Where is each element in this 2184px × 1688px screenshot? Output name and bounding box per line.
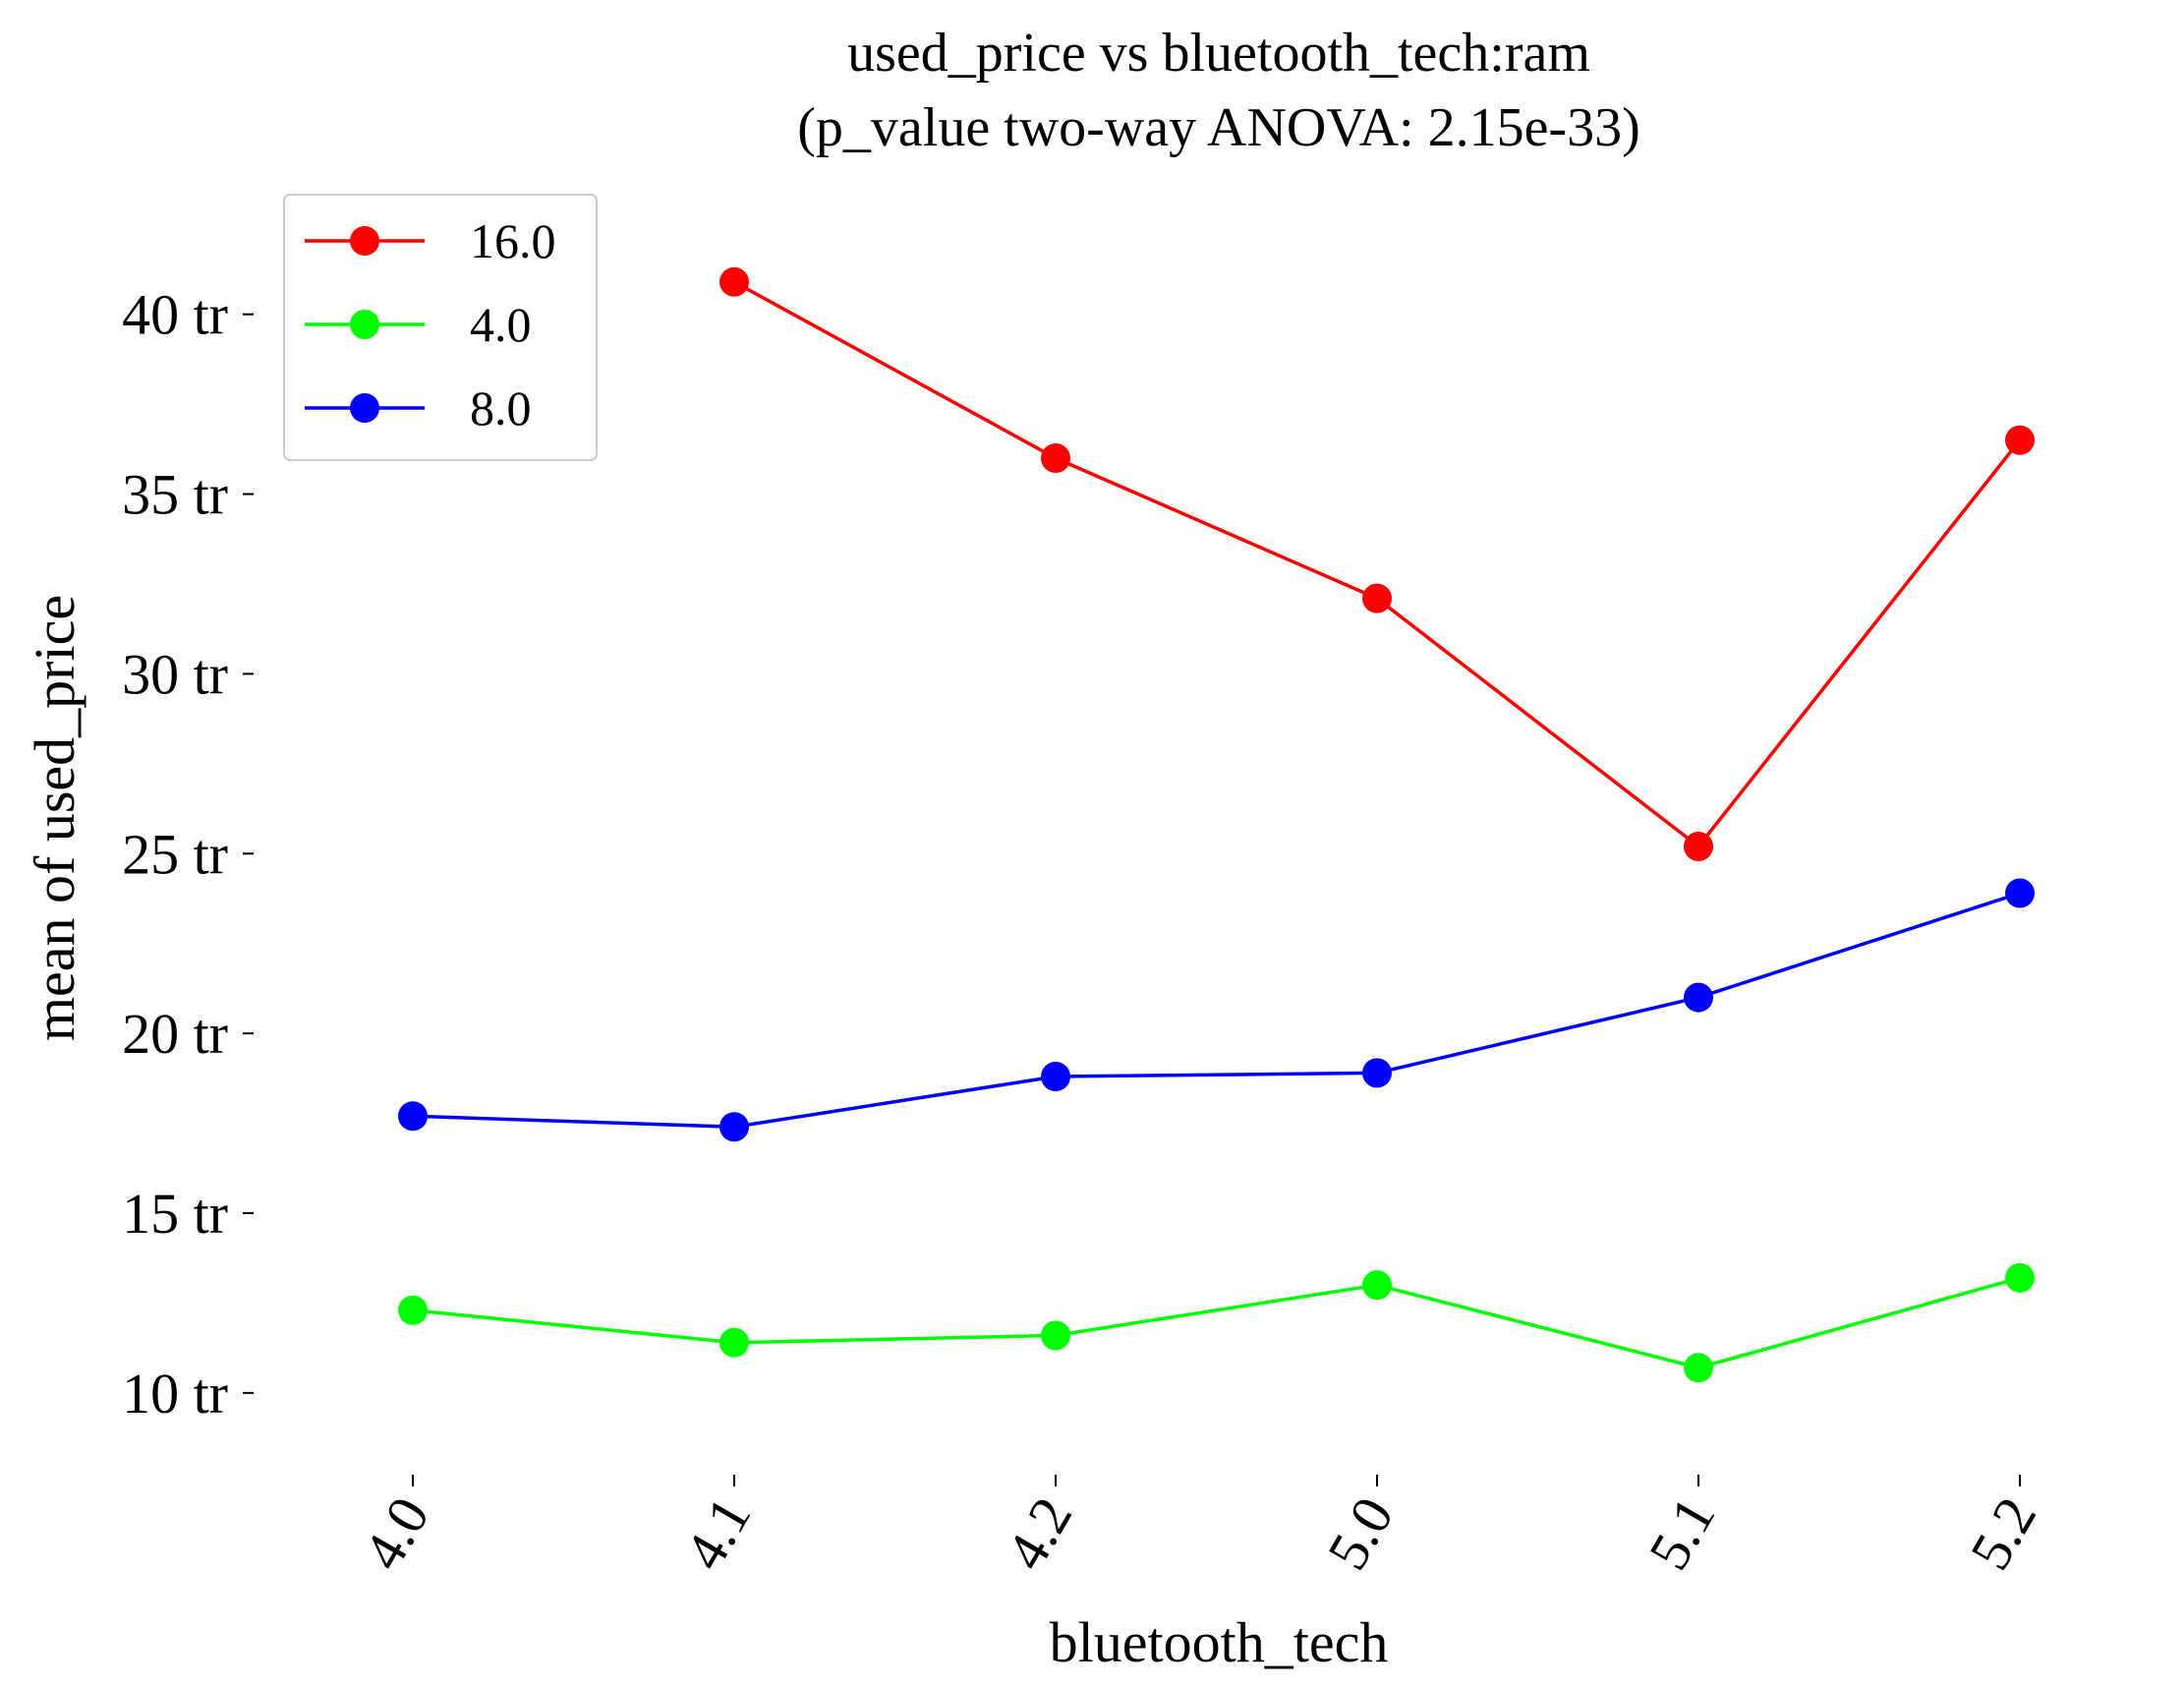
y-tick-label: 40 tr [122,283,228,347]
series-line [412,1276,2021,1370]
data-point [1684,831,1713,861]
data-point [1041,443,1070,473]
y-tick-label: 25 tr [122,822,228,886]
data-point [2005,1262,2035,1293]
legend-label: 4.0 [470,297,532,352]
legend-label: 8.0 [470,380,532,436]
data-point [2005,425,2035,455]
chart-title-line2: (p_value two-way ANOVA: 2.15e-33) [797,97,1639,158]
data-point [398,1295,428,1325]
data-point [2005,878,2035,908]
y-tick-label: 30 tr [122,642,228,706]
chart-title: used_price vs bluetooth_tech:ram (p_valu… [797,23,1639,158]
legend-marker [350,226,379,256]
series-8.0 [398,878,2035,1142]
series-16.0 [719,266,2035,861]
series-line [412,891,2021,1129]
chart-title-line1: used_price vs bluetooth_tech:ram [847,23,1590,84]
y-axis-ticks: 10 tr 15 tr 20 tr 25 tr 30 tr 35 tr 40 tr [122,283,254,1426]
legend: 16.0 4.0 8.0 [283,194,598,461]
legend-item: 16.0 [305,213,556,268]
data-point [719,1112,749,1142]
data-point [719,266,749,297]
series-line [733,280,2022,849]
legend-marker [350,393,379,423]
legend-item: 8.0 [305,380,532,436]
x-tick-label: 5.2 [1958,1486,2049,1580]
data-point [1684,982,1713,1013]
data-point [398,1101,428,1132]
y-tick-label: 35 tr [122,463,228,527]
y-axis-label: mean of used_price [23,595,86,1041]
x-tick-label: 5.1 [1637,1486,1728,1580]
data-point [1041,1320,1070,1351]
data-point [1362,1270,1392,1301]
x-axis-label: bluetooth_tech [1050,1610,1389,1674]
x-axis-ticks: 4.0 4.1 4.2 5.0 5.1 5.2 [351,1475,2049,1580]
legend-label: 16.0 [470,213,556,268]
y-tick-label: 10 tr [122,1362,228,1426]
data-point [1684,1353,1713,1383]
data-point [1362,1058,1392,1088]
x-tick-label: 4.1 [672,1486,764,1580]
legend-item: 4.0 [305,297,532,352]
x-tick-label: 4.0 [351,1486,442,1580]
data-point [1362,583,1392,613]
x-tick-label: 5.0 [1315,1486,1407,1580]
data-point [719,1327,749,1358]
y-tick-label: 20 tr [122,1002,228,1066]
series-layer [398,266,2035,1383]
y-tick-label: 15 tr [122,1182,228,1246]
legend-marker [350,310,379,339]
x-tick-label: 4.2 [994,1486,1085,1580]
data-point [1041,1062,1070,1092]
series-4.0 [398,1262,2035,1383]
